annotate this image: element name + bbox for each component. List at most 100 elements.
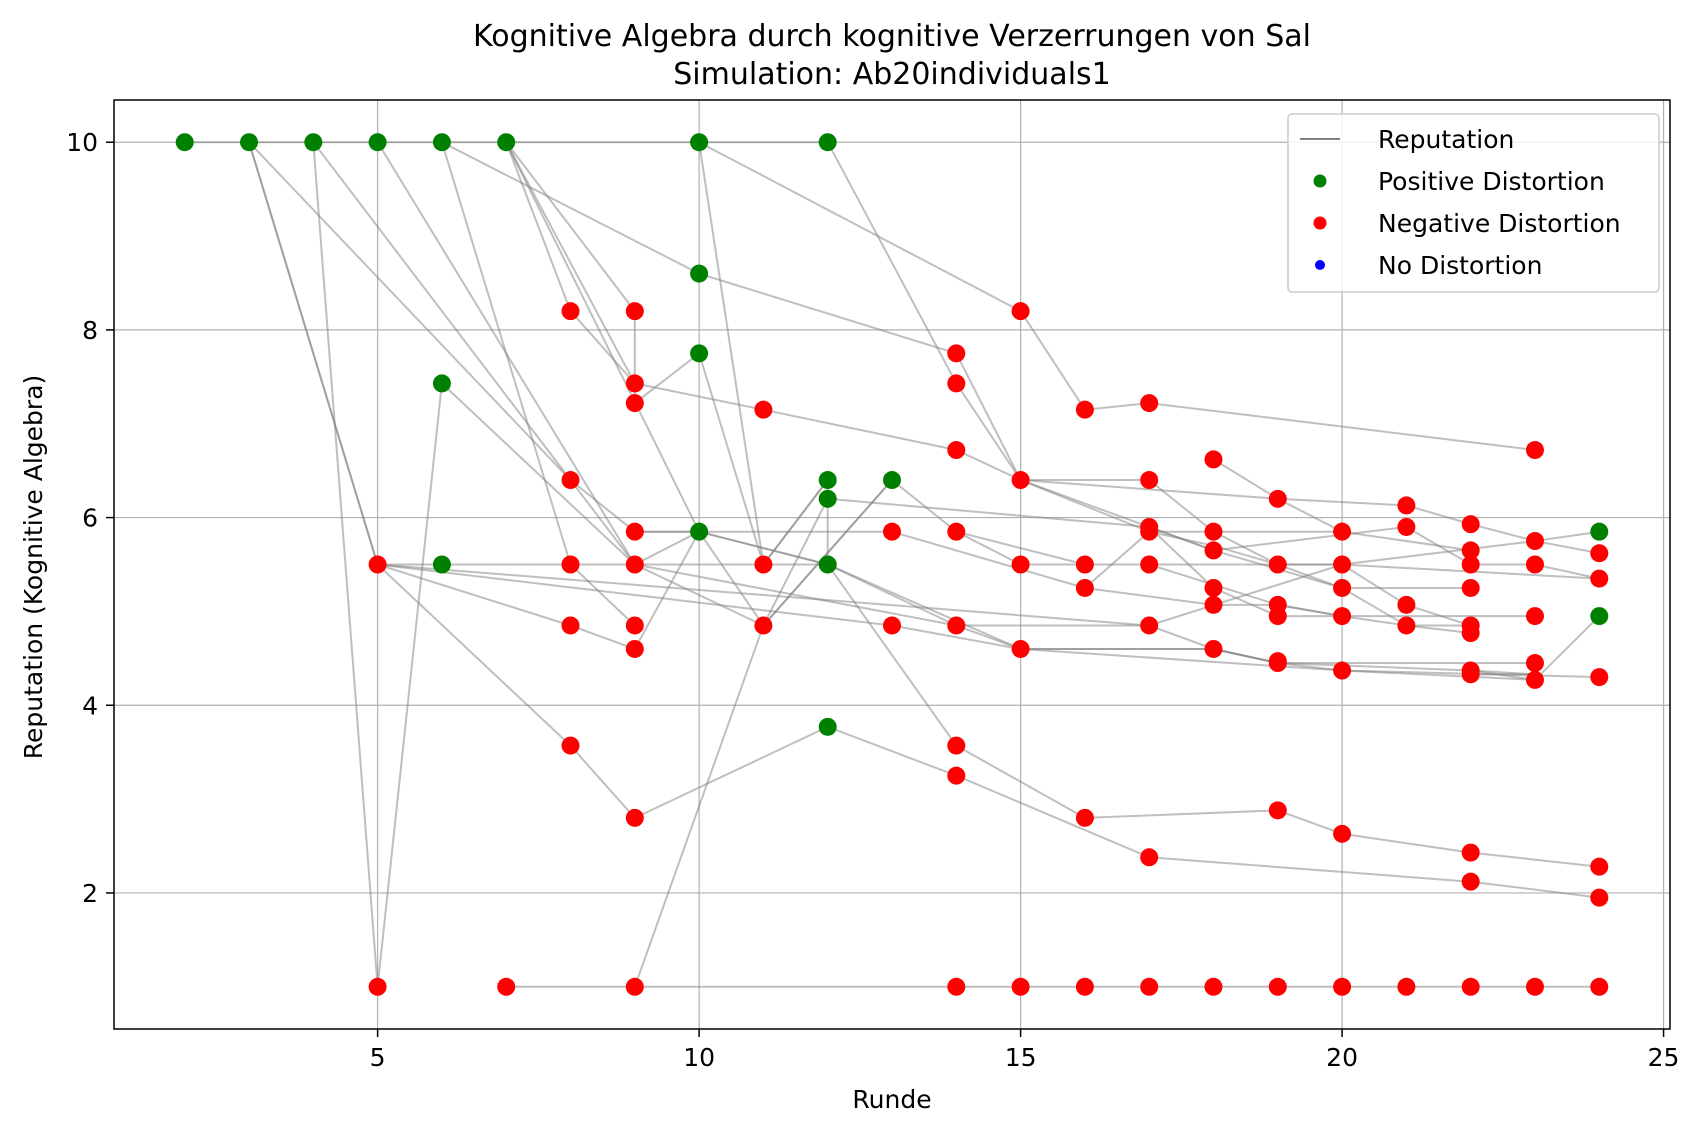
- negative-distortion-point: [883, 616, 901, 635]
- axis-ticks: 5 10 15 20 25 2 4 6 8 10: [66, 128, 1679, 1072]
- negative-distortion-point: [368, 555, 387, 574]
- negative-distortion-point: [625, 302, 644, 321]
- negative-distortion-point: [1525, 670, 1544, 689]
- negative-distortion-point: [625, 394, 644, 413]
- reputation-line: [956, 530, 1535, 618]
- reputation-line: [312, 141, 1600, 627]
- negative-distortion-point: [1461, 578, 1480, 597]
- negative-distortion-point: [754, 400, 773, 419]
- positive-distortion-point: [818, 471, 837, 490]
- negative-distortion-point: [625, 555, 644, 574]
- negative-distortion-point: [1140, 848, 1159, 867]
- legend-label: Reputation: [1378, 125, 1514, 154]
- x-axis-label: Runde: [852, 1085, 931, 1114]
- x-tick-label: 5: [370, 1043, 386, 1072]
- negative-distortion-point: [1397, 595, 1416, 614]
- negative-distortion-point: [1011, 977, 1030, 996]
- positive-distortion-point: [368, 133, 387, 152]
- negative-distortion-point: [1333, 555, 1352, 574]
- chart-title: Kognitive Algebra durch kognitive Verzer…: [473, 19, 1311, 54]
- negative-distortion-point: [561, 302, 580, 321]
- positive-distortion-point: [690, 344, 709, 363]
- legend-label: Positive Distortion: [1378, 167, 1605, 196]
- legend-marker-swatch: [1315, 260, 1325, 270]
- negative-distortion-point: [1525, 532, 1544, 551]
- negative-distortion-point: [1461, 977, 1480, 996]
- negative-distortion-point: [1590, 888, 1609, 907]
- negative-distortion-point: [883, 522, 901, 541]
- legend-label: No Distortion: [1378, 251, 1542, 280]
- negative-distortion-point: [1590, 857, 1609, 876]
- x-tick-label: 10: [683, 1043, 715, 1072]
- positive-distortion-point: [818, 555, 837, 574]
- negative-distortion-point: [1333, 578, 1352, 597]
- negative-distortion-point: [1461, 515, 1480, 534]
- negative-distortion-point: [1461, 665, 1480, 684]
- reputation-line: [441, 563, 1600, 868]
- negative-distortion-point: [1268, 607, 1287, 626]
- reputation-line: [505, 141, 1600, 555]
- negative-distortion-point: [1140, 555, 1159, 574]
- positive-distortion-point: [1590, 607, 1609, 626]
- y-tick-label: 8: [82, 316, 98, 345]
- negative-distortion-point: [754, 616, 773, 635]
- y-tick-label: 2: [82, 879, 98, 908]
- negative-distortion-point: [1333, 824, 1352, 843]
- positive-distortion-point: [690, 133, 709, 152]
- y-axis-label: Reputation (Kognitive Algebra): [19, 375, 48, 760]
- negative-distortion-point: [1333, 522, 1352, 541]
- positive-distortion-point: [1590, 522, 1609, 541]
- negative-distortion-point: [1075, 578, 1094, 597]
- reputation-line: [377, 563, 1535, 664]
- negative-distortion-point: [1268, 977, 1287, 996]
- negative-distortion-point: [1397, 616, 1416, 635]
- negative-distortion-point: [1140, 616, 1159, 635]
- positive-distortion-point: [432, 374, 451, 393]
- positive-distortion-point: [818, 489, 837, 508]
- negative-distortion-point: [1397, 517, 1416, 536]
- positive-distortion-point: [432, 133, 451, 152]
- legend: Reputation Positive Distortion Negative Di…: [1287, 113, 1660, 293]
- negative-distortion-point: [625, 522, 644, 541]
- plot-frame: [113, 99, 1671, 1030]
- negative-distortion-point: [561, 471, 580, 490]
- positive-distortion-point: [883, 471, 901, 490]
- negative-distortion-point: [1140, 394, 1159, 413]
- reputation-line: [505, 141, 700, 533]
- reputation-line: [377, 563, 1600, 679]
- negative-distortion-point: [1204, 522, 1223, 541]
- reputation-line: [1470, 669, 1536, 681]
- negative-distortion-point: [1204, 977, 1223, 996]
- negative-distortion-point: [1075, 400, 1094, 419]
- negative-distortion-point: [1011, 302, 1030, 321]
- negative-distortion-point: [1204, 639, 1223, 658]
- negative-distortion-point: [1075, 555, 1094, 574]
- x-tick-label: 20: [1326, 1043, 1358, 1072]
- data-points: [175, 133, 1609, 996]
- negative-distortion-point: [625, 639, 644, 658]
- positive-distortion-point: [690, 264, 709, 283]
- negative-distortion-point: [1397, 977, 1416, 996]
- negative-distortion-point: [1590, 668, 1609, 687]
- negative-distortion-point: [1461, 872, 1480, 891]
- negative-distortion-point: [1204, 450, 1223, 469]
- reputation-line: [440, 141, 636, 627]
- negative-distortion-point: [1011, 471, 1030, 490]
- y-tick-label: 10: [66, 128, 98, 157]
- negative-distortion-point: [1333, 661, 1352, 680]
- positive-distortion-point: [690, 522, 709, 541]
- negative-distortion-point: [947, 374, 966, 393]
- negative-distortion-point: [1461, 624, 1480, 643]
- negative-distortion-point: [1461, 541, 1480, 560]
- reputation-line: [634, 530, 1471, 634]
- negative-distortion-point: [947, 736, 966, 755]
- positive-distortion-point: [497, 133, 516, 152]
- negative-distortion-point: [1590, 569, 1609, 588]
- negative-distortion-point: [1268, 489, 1287, 508]
- negative-distortion-point: [1140, 471, 1159, 490]
- negative-distortion-point: [947, 766, 966, 785]
- negative-distortion-point: [1140, 522, 1159, 541]
- reputation-line: [505, 141, 829, 567]
- positive-distortion-point: [240, 133, 259, 152]
